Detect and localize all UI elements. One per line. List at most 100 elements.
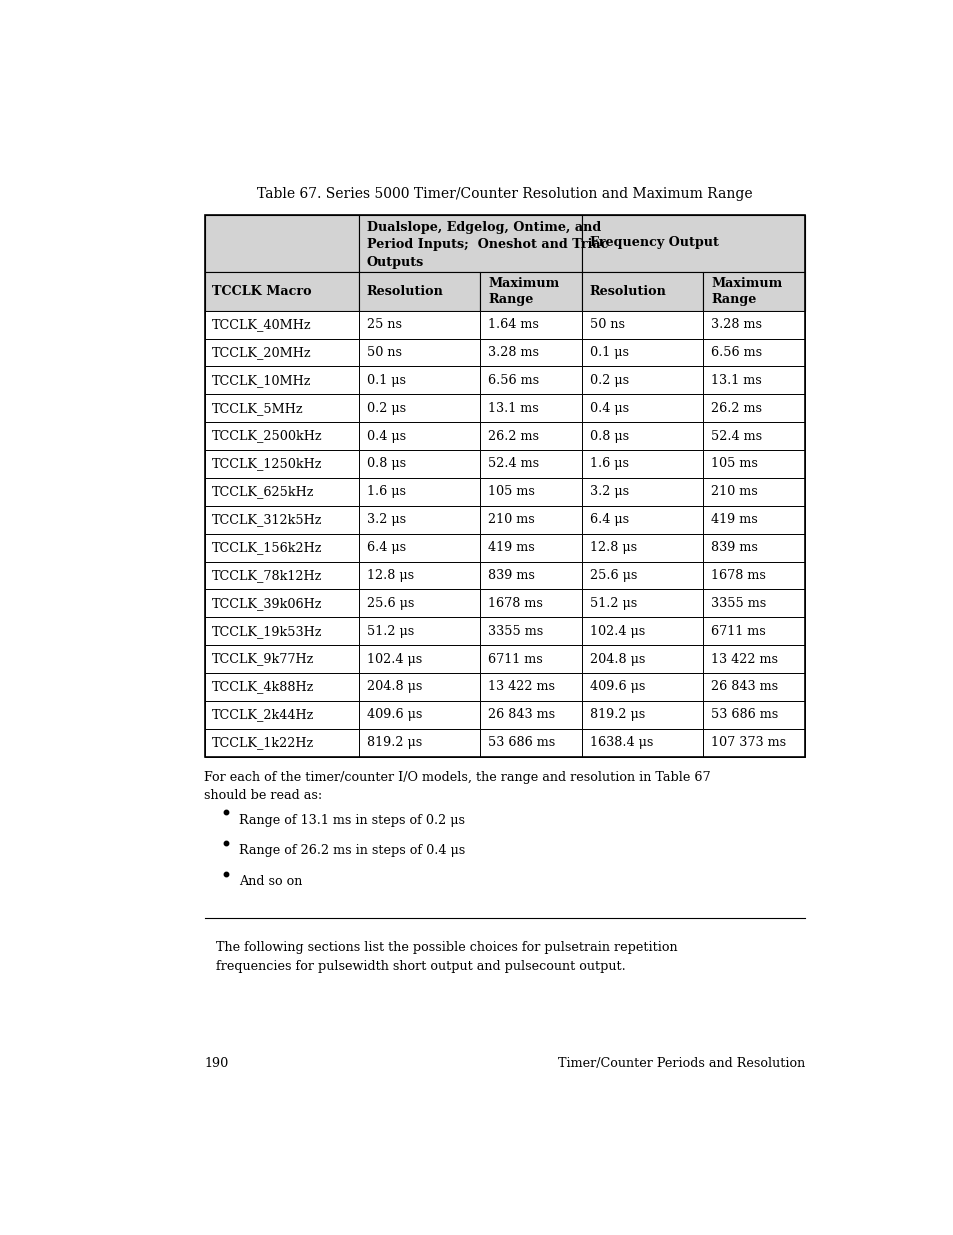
Bar <box>581 338 702 367</box>
Text: 102.4 μs: 102.4 μs <box>589 625 644 637</box>
Text: Resolution: Resolution <box>589 285 666 298</box>
Bar <box>581 272 702 311</box>
Text: 53 686 ms: 53 686 ms <box>487 736 555 750</box>
Text: 409.6 μs: 409.6 μs <box>589 680 644 694</box>
Bar <box>204 367 358 394</box>
Text: TCCLK_1k22Hz: TCCLK_1k22Hz <box>212 736 314 750</box>
Text: 6711 ms: 6711 ms <box>710 625 765 637</box>
Text: 1.64 ms: 1.64 ms <box>487 319 538 331</box>
Text: 3355 ms: 3355 ms <box>487 625 542 637</box>
Text: TCCLK_20MHz: TCCLK_20MHz <box>212 346 312 359</box>
Bar <box>204 422 358 450</box>
Bar <box>702 562 804 589</box>
Text: TCCLK_4k88Hz: TCCLK_4k88Hz <box>212 680 314 694</box>
Bar <box>702 338 804 367</box>
Bar <box>358 338 479 367</box>
Bar <box>702 367 804 394</box>
Text: 839 ms: 839 ms <box>710 541 758 555</box>
Bar <box>581 618 702 645</box>
Bar <box>581 215 804 272</box>
Text: Timer/Counter Periods and Resolution: Timer/Counter Periods and Resolution <box>558 1057 804 1070</box>
Text: TCCLK_10MHz: TCCLK_10MHz <box>212 374 312 387</box>
Text: For each of the timer/counter I/O models, the range and resolution in Table 67
s: For each of the timer/counter I/O models… <box>204 771 710 802</box>
Bar <box>479 618 581 645</box>
Bar <box>479 338 581 367</box>
Text: 819.2 μs: 819.2 μs <box>366 736 421 750</box>
Bar <box>581 562 702 589</box>
Text: 3355 ms: 3355 ms <box>710 597 765 610</box>
Bar <box>581 394 702 422</box>
Bar <box>702 729 804 757</box>
Text: TCCLK_2500kHz: TCCLK_2500kHz <box>212 430 322 442</box>
Text: TCCLK_78k12Hz: TCCLK_78k12Hz <box>212 569 322 582</box>
Bar <box>204 589 358 618</box>
Text: TCCLK_2k44Hz: TCCLK_2k44Hz <box>212 709 314 721</box>
Text: 1678 ms: 1678 ms <box>487 597 542 610</box>
Bar <box>358 272 479 311</box>
Text: TCCLK_39k06Hz: TCCLK_39k06Hz <box>212 597 322 610</box>
Bar <box>204 729 358 757</box>
Text: 1.6 μs: 1.6 μs <box>589 457 628 471</box>
Text: 51.2 μs: 51.2 μs <box>589 597 637 610</box>
Text: 50 ns: 50 ns <box>589 319 624 331</box>
Text: TCCLK Macro: TCCLK Macro <box>212 285 312 298</box>
Bar <box>702 450 804 478</box>
Bar <box>581 367 702 394</box>
Bar <box>358 478 479 506</box>
Text: 26 843 ms: 26 843 ms <box>487 709 555 721</box>
Text: 204.8 μs: 204.8 μs <box>366 680 421 694</box>
Text: 0.8 μs: 0.8 μs <box>589 430 628 442</box>
Bar <box>479 311 581 338</box>
Text: 105 ms: 105 ms <box>710 457 758 471</box>
Bar <box>204 272 358 311</box>
Bar <box>702 645 804 673</box>
Bar <box>479 450 581 478</box>
Bar <box>358 394 479 422</box>
Bar <box>702 311 804 338</box>
Bar <box>581 422 702 450</box>
Text: 26.2 ms: 26.2 ms <box>487 430 538 442</box>
Bar <box>204 338 358 367</box>
Text: 409.6 μs: 409.6 μs <box>366 709 421 721</box>
Text: 0.4 μs: 0.4 μs <box>366 430 405 442</box>
Bar <box>358 562 479 589</box>
Bar <box>204 215 804 757</box>
Bar <box>479 673 581 701</box>
Bar <box>581 534 702 562</box>
Text: Frequency Output: Frequency Output <box>589 236 718 249</box>
Text: 6.56 ms: 6.56 ms <box>710 346 761 359</box>
Bar <box>204 311 358 338</box>
Bar <box>479 394 581 422</box>
Bar <box>479 478 581 506</box>
Text: Dualslope, Edgelog, Ontime, and
Period Inputs;  Oneshot and Triac
Outputs: Dualslope, Edgelog, Ontime, and Period I… <box>366 221 607 268</box>
Bar <box>358 729 479 757</box>
Text: 0.1 μs: 0.1 μs <box>366 374 405 387</box>
Text: TCCLK_1250kHz: TCCLK_1250kHz <box>212 457 322 471</box>
Bar <box>581 450 702 478</box>
Text: TCCLK_19k53Hz: TCCLK_19k53Hz <box>212 625 322 637</box>
Text: 102.4 μs: 102.4 μs <box>366 652 421 666</box>
Text: 210 ms: 210 ms <box>487 514 534 526</box>
Text: Maximum
Range: Maximum Range <box>710 277 781 306</box>
Bar <box>204 701 358 729</box>
Text: 190: 190 <box>204 1057 229 1070</box>
Bar <box>581 589 702 618</box>
Bar <box>479 701 581 729</box>
Text: 13 422 ms: 13 422 ms <box>710 652 778 666</box>
Bar <box>204 506 358 534</box>
Bar <box>581 729 702 757</box>
Text: 26.2 ms: 26.2 ms <box>710 401 761 415</box>
Bar <box>479 506 581 534</box>
Bar <box>358 589 479 618</box>
Text: 0.2 μs: 0.2 μs <box>589 374 628 387</box>
Bar <box>702 701 804 729</box>
Text: The following sections list the possible choices for pulsetrain repetition
frequ: The following sections list the possible… <box>216 941 677 973</box>
Text: 6.56 ms: 6.56 ms <box>487 374 538 387</box>
Text: Maximum
Range: Maximum Range <box>487 277 558 306</box>
Text: TCCLK_40MHz: TCCLK_40MHz <box>212 319 312 331</box>
Text: 0.2 μs: 0.2 μs <box>366 401 405 415</box>
Text: 107 373 ms: 107 373 ms <box>710 736 785 750</box>
Text: TCCLK_9k77Hz: TCCLK_9k77Hz <box>212 652 314 666</box>
Bar <box>358 701 479 729</box>
Text: 50 ns: 50 ns <box>366 346 401 359</box>
